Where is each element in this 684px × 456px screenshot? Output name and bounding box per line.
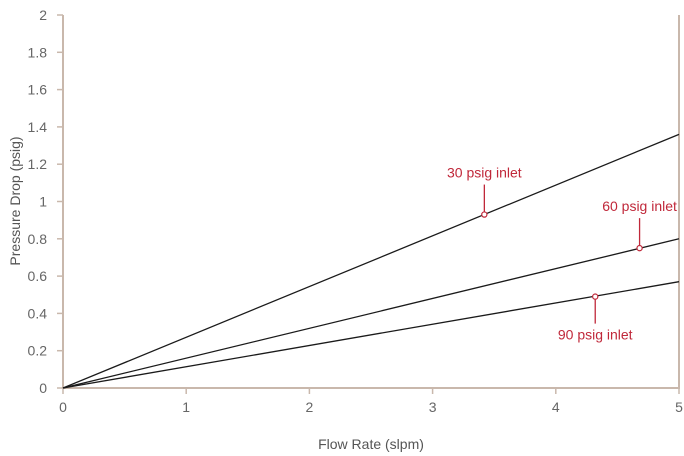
x-tick-label: 5: [675, 399, 683, 415]
y-tick-label: 0.8: [28, 231, 48, 247]
annotation-marker: [636, 244, 643, 252]
x-axis-title: Flow Rate (slpm): [318, 436, 424, 452]
y-tick-label: 1.6: [28, 82, 48, 98]
annotation-label: 60 psig inlet: [602, 198, 677, 214]
series-line: [62, 133, 680, 389]
x-tick-label: 3: [429, 399, 437, 415]
x-tick-label: 1: [182, 399, 190, 415]
y-axis-title: Pressure Drop (psig): [7, 136, 23, 265]
y-tick-label: 0: [39, 380, 47, 396]
series-line: [62, 281, 680, 389]
y-tick-label: 0.2: [28, 343, 48, 359]
y-tick-label: 1.8: [28, 44, 48, 60]
y-tick-label: 0.6: [28, 268, 48, 284]
x-tick-label: 0: [59, 399, 67, 415]
annotation-marker: [481, 211, 488, 218]
annotation-marker: [592, 293, 599, 300]
y-tick-label: 1: [39, 194, 47, 210]
y-tick-label: 1.2: [28, 156, 48, 172]
y-tick-label: 0.4: [28, 305, 48, 321]
series-line: [62, 238, 680, 389]
x-tick-label: 2: [306, 399, 314, 415]
y-tick-label: 1.4: [28, 119, 48, 135]
y-tick-label: 2: [39, 7, 47, 23]
annotation-label: 30 psig inlet: [447, 165, 522, 181]
annotation-label: 90 psig inlet: [558, 327, 633, 343]
x-tick-label: 4: [552, 399, 560, 415]
